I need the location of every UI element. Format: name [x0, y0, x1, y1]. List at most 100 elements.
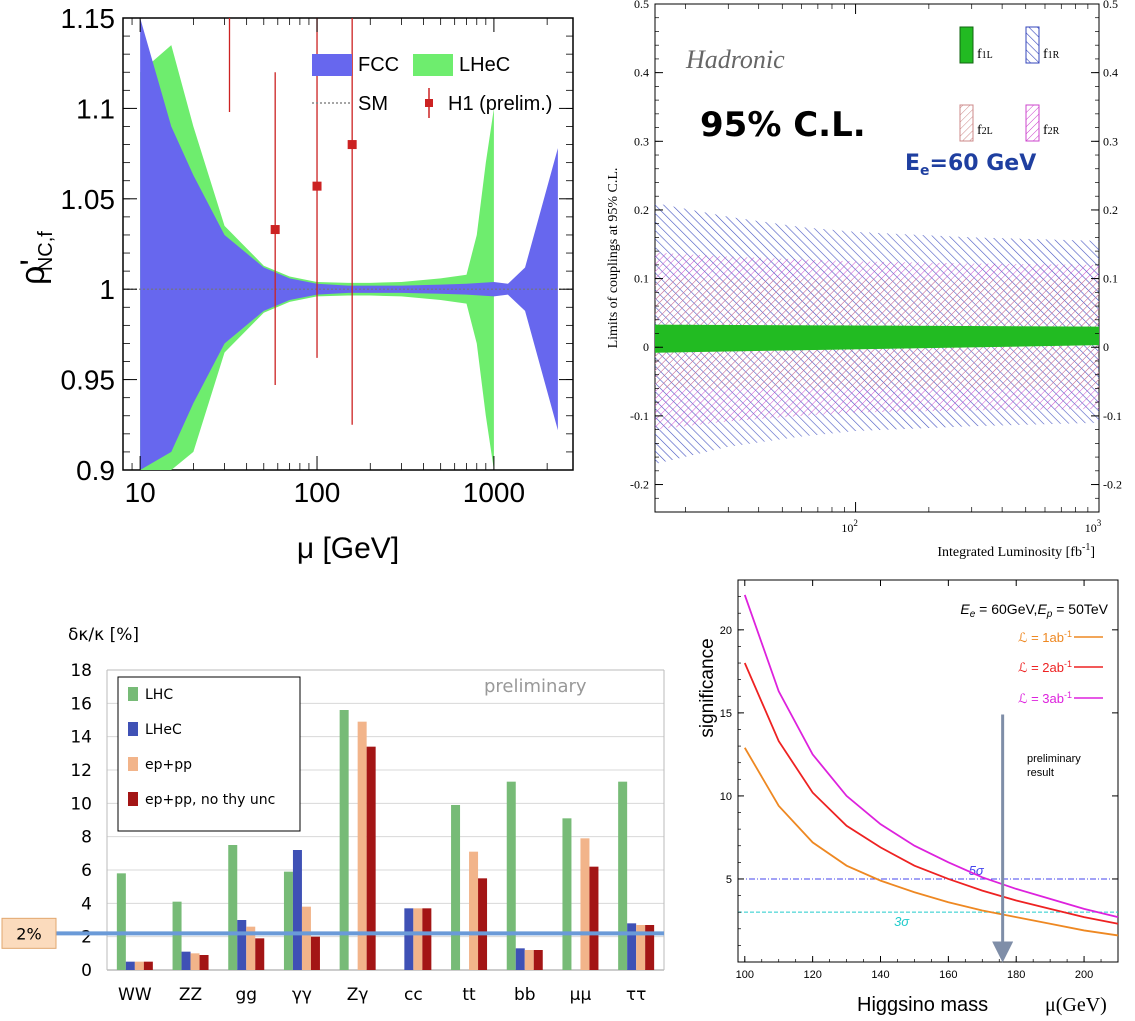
bar-lhc-6	[451, 805, 461, 970]
rho-y-axis-subscript: NC,f	[35, 231, 57, 271]
bar-ep-pp-7	[524, 950, 534, 970]
couplings-y-axis-label: Limits of couplings at 95% C.L.	[606, 168, 621, 349]
bar-lhec-1	[181, 951, 191, 970]
coupling-y-tick-label: 0.2	[634, 203, 649, 217]
beam-energy-subscript: e	[920, 163, 930, 179]
bar-lhec-3	[292, 850, 302, 970]
legend-label-2ab: ℒ = 2ab-1	[1018, 659, 1072, 675]
coupling-x-tick-label: 103	[1085, 518, 1102, 535]
rho-x-tick-label: 10	[125, 477, 156, 508]
kappa-x-tick-label: Zγ	[347, 985, 369, 1005]
bar-lhec-0	[125, 961, 135, 970]
threshold-label-5sigma: 5σ	[969, 863, 985, 878]
kappa-y-tick-label: 4	[81, 894, 92, 914]
bar-ep-pp-2	[246, 926, 256, 970]
legend-label-lhc: LHC	[145, 687, 173, 703]
coupling-x-tick-label: 102	[841, 518, 858, 535]
bar-ep-pp-no-thy-unc-6	[478, 878, 488, 970]
rho-y-tick-label: 1.15	[61, 3, 116, 34]
coupling-y-tick-label-right: -0.1	[1103, 409, 1122, 423]
h1-data-point	[270, 225, 280, 235]
kappa-y-tick-label: 18	[70, 661, 92, 681]
kappa-legend-frame	[117, 676, 301, 832]
bar-ep-pp-no-thy-unc-1	[199, 955, 209, 970]
curve-1ab	[744, 747, 1119, 937]
coupling-y-tick-label-right: -0.2	[1103, 478, 1122, 492]
bar-lhec-9	[627, 923, 637, 970]
cl-annotation: 95% C.L.	[700, 105, 866, 145]
kappa-y-tick-label: 10	[70, 794, 92, 814]
legend-swatch-f1l	[959, 26, 974, 64]
coupling-y-tick-label-right: 0	[1103, 340, 1109, 354]
rho-y-tick-label: 1.1	[76, 93, 115, 124]
rho-x-axis-label: μ [GeV]	[297, 532, 399, 565]
bar-ep-pp-no-thy-unc-3	[310, 936, 320, 970]
beam-energy-value: =60 GeV	[930, 151, 1037, 176]
kappa-bar-chart: 0 2 4 6 8 10 12 14 16 18 WW ZZ gg γγ Zγ cc tt bb μμ ττ δκ/κ…	[1, 625, 665, 1005]
bar-ep-pp-0	[134, 961, 144, 970]
bar-ep-pp-no-thy-unc-0	[143, 961, 153, 970]
significance-y-tick-label: 10	[720, 791, 732, 803]
rho-x-tick-label: 1000	[463, 477, 525, 508]
coupling-y-tick-label-right: 0.1	[1103, 272, 1118, 286]
band-fcc	[140, 18, 558, 470]
significance-chart: 5σ 3σ 100 120 140 160 180 200 5 10 15 20 significa…	[697, 579, 1119, 1016]
rho-y-tick-label: 1.05	[61, 184, 116, 215]
preliminary-result-line1: preliminary	[1027, 753, 1081, 765]
bar-ep-pp-no-thy-unc-7	[533, 950, 543, 970]
coupling-y-tick-label: 0.5	[634, 0, 649, 11]
coupling-y-tick-label: 0.3	[634, 134, 649, 148]
higgsino-x-axis-label: Higgsino mass	[857, 994, 988, 1016]
bar-ep-pp-4	[357, 721, 367, 970]
kappa-legend: LHC LHeC ep+pp ep+pp, no thy unc	[117, 676, 301, 832]
legend-swatch-lhec-bar	[128, 722, 138, 736]
legend-label-lhec-bar: LHeC	[145, 722, 182, 738]
legend-label-3ab: ℒ = 3ab-1	[1018, 690, 1072, 706]
bar-lhc-7	[506, 781, 516, 970]
kappa-x-tick-label: ττ	[626, 985, 646, 1005]
significance-y-axis-label: significance	[697, 638, 718, 737]
kappa-x-tick-label: cc	[404, 985, 423, 1005]
kappa-y-axis-label: δκ/κ [%]	[68, 625, 139, 645]
bar-lhc-8	[562, 818, 572, 970]
significance-x-tick-label: 140	[871, 969, 889, 981]
kappa-y-tick-label: 16	[70, 694, 92, 714]
curve-3ab	[743, 594, 1119, 919]
kappa-x-tick-label: tt	[462, 985, 476, 1005]
threshold-label-3sigma: 3σ	[894, 914, 910, 929]
higgsino-x-axis-unit: μ(GeV)	[1045, 994, 1107, 1016]
bar-ep-pp-1	[190, 953, 200, 970]
couplings-x-axis-label-sup: -1	[1082, 542, 1090, 553]
bar-ep-pp-3	[301, 906, 311, 970]
significance-x-tick-label: 180	[1007, 969, 1025, 981]
couplings-x-axis-label: Integrated Luminosity [fb-1]	[937, 542, 1095, 560]
rho-y-tick-label: 0.9	[76, 455, 115, 486]
curve-2ab	[743, 662, 1119, 925]
legend-label-f2l: f2L	[977, 123, 993, 138]
kappa-x-tick-label: μμ	[570, 985, 592, 1005]
rho-legend: FCC LHeC SM H1 (prelim.)	[312, 54, 552, 118]
significance-y-tick-label: 15	[720, 708, 732, 720]
legend-swatch-f2r	[1025, 104, 1040, 142]
significance-y-tick-label: 5	[726, 874, 732, 886]
legend-swatch-ep-pp-nothy	[128, 792, 138, 806]
bar-lhc-2	[228, 845, 238, 970]
hadronic-annotation: Hadronic	[685, 45, 785, 74]
legend-label-f2r: f2R	[1043, 123, 1060, 138]
legend-swatch-f1r	[1025, 26, 1040, 64]
legend-swatch-fcc	[312, 54, 352, 76]
bar-ep-pp-no-thy-unc-9	[645, 925, 655, 970]
bar-lhec-5	[404, 908, 414, 970]
two-percent-label-box	[1, 917, 57, 949]
couplings-chart: -0.2 -0.2 -0.1 -0.1 0 0 0.1 0.1 0.2 0.2 0.3 0.3 0.4 0…	[606, 0, 1122, 560]
bar-lhc-1	[172, 901, 182, 970]
kappa-y-tick-label: 12	[70, 761, 92, 781]
legend-label-lhec: LHeC	[459, 54, 510, 76]
preliminary-result-line2: result	[1027, 767, 1054, 779]
legend-label-f1l: f1L	[977, 47, 993, 62]
bar-ep-pp-6	[469, 851, 479, 970]
kappa-x-tick-label: γγ	[292, 985, 312, 1005]
band-f1l	[655, 324, 1099, 353]
kappa-y-tick-label: 8	[81, 828, 92, 848]
coupling-y-tick-label: -0.1	[630, 409, 649, 423]
